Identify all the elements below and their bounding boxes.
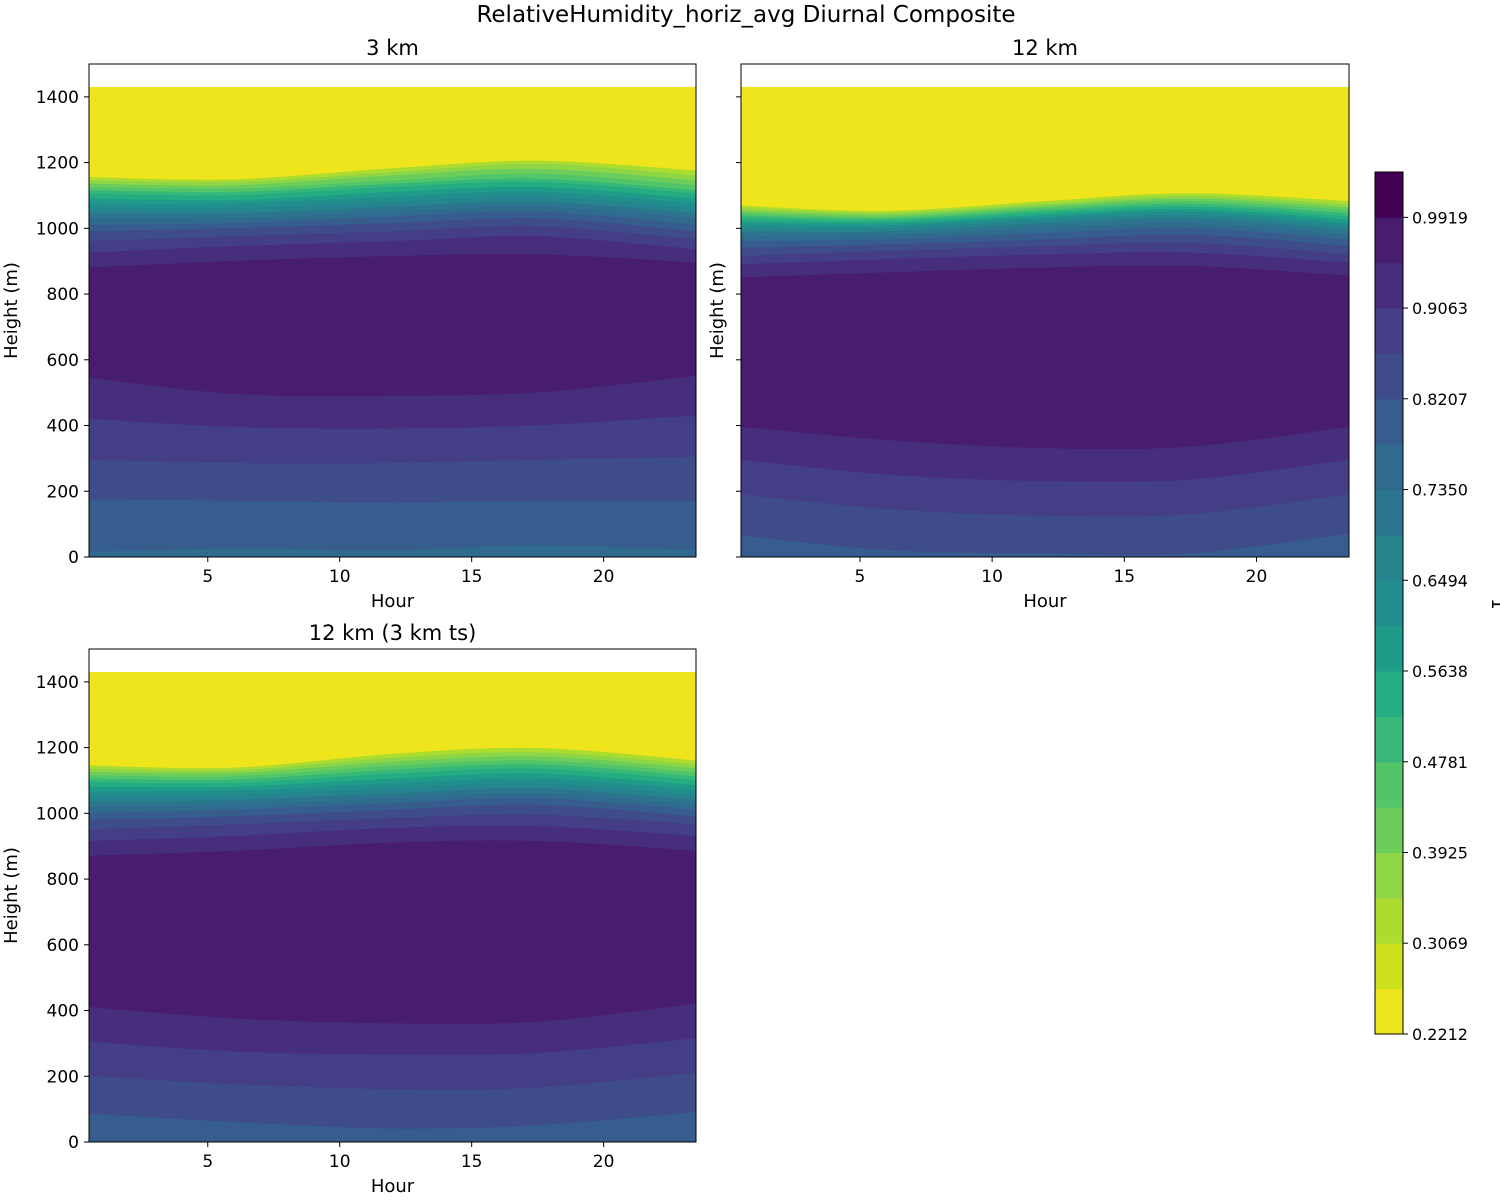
y-tick-label: 1200	[36, 739, 79, 759]
colorbar-tick-label: 0.9063	[1412, 299, 1468, 318]
colorbar-tick-label: 0.7350	[1412, 481, 1468, 500]
x-tick-label: 20	[593, 1152, 615, 1172]
colorbar-swatch	[1375, 807, 1403, 853]
colorbar-tick-label: 0.9919	[1412, 208, 1468, 227]
axes-frame	[740, 63, 1350, 558]
panel-title: 12 km	[1012, 36, 1078, 60]
axes-frame	[88, 648, 697, 1143]
panel-12km-3km-ts: 12 km (3 km ts) 5 10 15 20 Hour 0 200 400 600 800 1…	[1, 621, 697, 1197]
panel-12km: 12 km 5 10 15 20 Hour Height (m)	[707, 36, 1350, 612]
y-tick-label: 400	[47, 417, 79, 437]
colorbar-swatch	[1375, 943, 1403, 990]
x-tick-label: 10	[329, 567, 351, 587]
y-axis-label: Height (m)	[707, 262, 728, 359]
colorbar-swatch	[1375, 988, 1403, 1035]
x-tick-label: 15	[461, 567, 483, 587]
y-tick-label: 200	[47, 1067, 79, 1087]
contour-field	[89, 672, 696, 1142]
y-tick-label: 0	[68, 1133, 79, 1153]
colorbar-tick-label: 0.4781	[1412, 753, 1468, 772]
y-axis-label: Height (m)	[1, 262, 22, 359]
colorbar-tick-label: 0.5638	[1412, 662, 1468, 681]
x-tick-label: 5	[202, 1152, 213, 1172]
contour-field	[741, 87, 1349, 557]
x-tick-label: 10	[329, 1152, 351, 1172]
colorbar-swatch	[1375, 308, 1403, 354]
x-tick-label: 10	[981, 567, 1003, 587]
colorbar-swatch	[1375, 625, 1403, 672]
colorbar-swatch	[1375, 217, 1403, 264]
contour-band	[89, 1112, 696, 1142]
colorbar-swatch	[1375, 398, 1403, 445]
y-tick-label: 1000	[36, 219, 79, 239]
colorbar-tick-label: 0.2212	[1412, 1025, 1468, 1044]
y-tick-label: 1000	[36, 804, 79, 824]
x-axis-label: Hour	[1023, 591, 1067, 612]
contour-band	[89, 499, 696, 557]
colorbar-tick-label: 0.6494	[1412, 571, 1468, 590]
figure-title: RelativeHumidity_horiz_avg Diurnal Compo…	[476, 2, 1015, 28]
panel-title: 12 km (3 km ts)	[309, 621, 477, 645]
colorbar-swatch	[1375, 897, 1403, 944]
contour-field	[89, 87, 696, 557]
y-tick-label: 1200	[36, 154, 79, 174]
y-tick-label: 1400	[36, 88, 79, 108]
x-axis-label: Hour	[371, 1176, 415, 1197]
colorbar: 0.2212 0.3069 0.3925 0.4781 0.5638 0.6494 0.73…	[1374, 171, 1468, 1044]
colorbar-swatch	[1375, 716, 1403, 763]
colorbar-tick-label: 0.8207	[1412, 390, 1468, 409]
colorbar-swatch	[1375, 172, 1403, 218]
panel-3km: 3 km 5 10 15 20 Hour 0 200 400 600 800 1000 1200 1400…	[1, 36, 697, 612]
colorbar-swatch	[1375, 670, 1403, 717]
x-tick-label: 5	[202, 567, 213, 587]
axes-frame	[88, 63, 697, 558]
x-tick-label: 20	[593, 567, 615, 587]
x-tick-label: 15	[1113, 567, 1135, 587]
x-axis-label: Hour	[371, 591, 415, 612]
y-tick-label: 800	[47, 285, 79, 305]
y-axis-label: Height (m)	[1, 847, 22, 944]
y-tick-label: 0	[68, 548, 79, 568]
colorbar-swatch	[1375, 262, 1403, 309]
colorbar-label: 1	[1487, 598, 1500, 609]
y-tick-label: 600	[47, 351, 79, 371]
colorbar-swatch	[1375, 761, 1403, 808]
colorbar-swatch	[1375, 852, 1403, 899]
x-tick-label: 5	[855, 567, 866, 587]
y-tick-label: 800	[47, 870, 79, 890]
colorbar-swatch	[1375, 353, 1403, 400]
x-tick-label: 15	[461, 1152, 483, 1172]
colorbar-swatch	[1375, 489, 1403, 536]
colorbar-tick-label: 0.3925	[1412, 843, 1468, 862]
colorbar-swatch	[1375, 580, 1403, 627]
colorbar-swatch	[1375, 534, 1403, 581]
y-tick-label: 400	[47, 1002, 79, 1022]
y-tick-label: 600	[47, 936, 79, 956]
contour-band	[89, 545, 696, 557]
x-tick-label: 20	[1246, 567, 1268, 587]
panel-title: 3 km	[366, 36, 419, 60]
colorbar-frame	[1374, 171, 1404, 1035]
y-tick-label: 1400	[36, 673, 79, 693]
colorbar-swatch	[1375, 444, 1403, 491]
y-tick-label: 200	[47, 482, 79, 502]
colorbar-tick-label: 0.3069	[1412, 934, 1468, 953]
contour-band	[741, 494, 1349, 557]
contour-band	[741, 533, 1349, 557]
